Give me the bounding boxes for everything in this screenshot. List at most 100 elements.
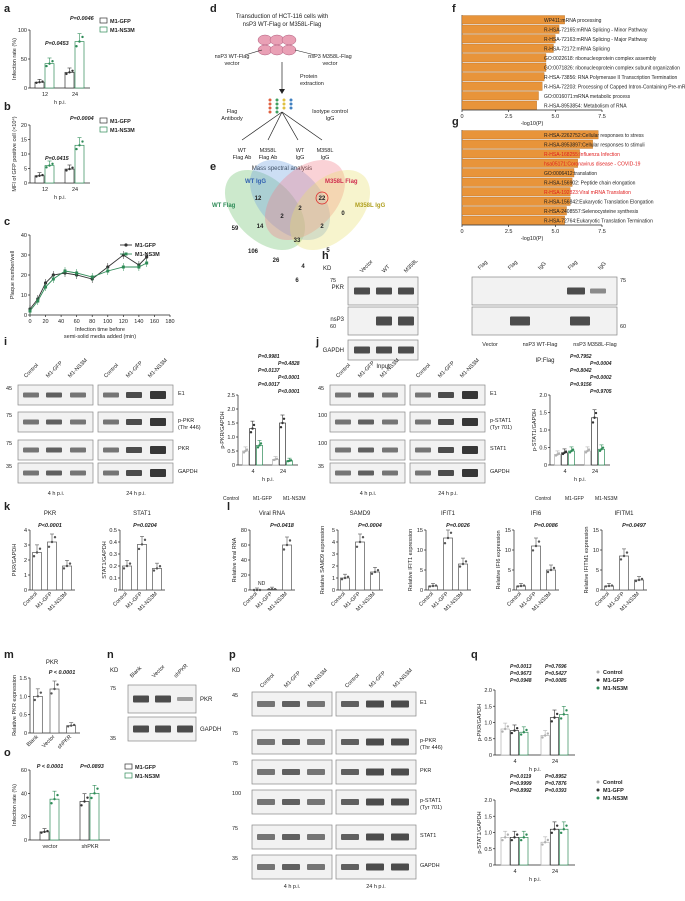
panel-l-3-dot	[534, 544, 538, 548]
panel-l-2-ylabel: Relative IFIT1 expression	[408, 529, 414, 591]
panel-letter-g: g	[452, 116, 459, 128]
panel-b-dot	[38, 174, 41, 177]
panel-j-blot-2-4h-band	[335, 447, 351, 453]
panel-l-title: IFIT1	[441, 511, 456, 517]
panel-m-ytick-label: 0	[24, 731, 27, 737]
panel-p-blot-0-4h-band	[307, 701, 325, 707]
panel-i-chart-ytick-label: 0.5	[227, 449, 235, 455]
panel-i-legend: Control	[223, 496, 239, 502]
panel-j-blot-2-24h-band	[438, 447, 454, 453]
panel-k-stat1-ytick-label: 0.2	[109, 564, 117, 570]
panel-d-vector-wt-2: vector	[225, 61, 240, 67]
panel-f-category-label: WP411:mRNA processing	[544, 18, 602, 24]
panel-j-legend: M1-GFP	[565, 496, 585, 502]
panel-i-pvalue: P<0.0001	[278, 375, 300, 381]
panel-p-blot-3-24h-band	[391, 798, 409, 806]
panel-k-stat1-dot	[158, 565, 162, 568]
panel-d-protein-dot	[268, 110, 272, 114]
panel-j-mw: 35	[318, 464, 324, 470]
panel-p-lane: M1-GFP	[283, 670, 302, 689]
panel-k-pkr-bar-PKR	[47, 541, 57, 591]
panel-i-blot-1-4h-band	[70, 419, 86, 425]
panel-letter-o: o	[4, 747, 11, 759]
panel-o-bar-M1-NS3M	[49, 798, 60, 841]
panel-h-kd: KD	[323, 266, 332, 272]
panel-q-bottom-ytick-label: 0.5	[484, 847, 492, 853]
panel-b-pvalue-1: P=0.0004	[70, 116, 94, 122]
panel-p-blot-0-24h-band	[341, 701, 359, 707]
panel-p-lane: M1-NS3M	[307, 667, 329, 689]
panel-q-top-dot	[506, 725, 510, 728]
panel-i-chart-dot	[275, 457, 279, 461]
panel-l-nd: ND	[258, 581, 266, 587]
panel-d-arrow	[294, 49, 316, 56]
panel-g-category-label: R-HSA-2262752:Cellular responses to stre…	[544, 133, 644, 139]
panel-b-ytick-label: 0	[24, 181, 27, 187]
panel-p-row-label: GAPDH	[420, 863, 440, 869]
panel-p-blot-2-24h-band	[341, 769, 359, 775]
panel-i-chart-ytick-label: 0	[232, 463, 235, 469]
panel-letter-q: q	[471, 649, 478, 661]
panel-n-lane: shPKR	[173, 663, 189, 679]
panel-f-xtick-label: 7.5	[598, 114, 606, 120]
panel-q-top-legend-dot	[596, 670, 600, 674]
panel-l-2-bar-IFIT1	[443, 537, 453, 591]
panel-o-legend-ns3m: M1-NS3M	[135, 774, 160, 780]
panel-i-mw: 45	[6, 386, 12, 392]
panel-h-row-nsp3: nsP3	[330, 317, 344, 323]
panel-l-4-ytick-label: 10	[593, 548, 599, 554]
panel-g-xlabel: -log10(P)	[521, 236, 544, 242]
panel-j-chart-ytick-label: 0	[544, 463, 547, 469]
panel-n-kd: KD	[110, 668, 119, 674]
panel-k-stat1-dot	[152, 569, 156, 572]
panel-q-bottom-dot	[513, 836, 516, 839]
panel-q-bottom-pvalue: P=0.0393	[545, 788, 567, 794]
panel-l-0-bar-Viral-RNA	[282, 544, 292, 591]
panel-i-blot-2-24h-band	[150, 446, 166, 454]
panel-j-blot-3-24h-band	[438, 470, 454, 476]
panel-m-dot	[53, 687, 56, 691]
panel-j-blot-0-24h-band	[438, 392, 454, 398]
panel-j-blot-3-24h-band	[415, 470, 431, 476]
panel-l-2-dot	[431, 584, 435, 588]
panel-a-legend-swatch-ns3m	[99, 26, 108, 33]
panel-q-bottom-bar-M1-NS3M	[559, 828, 569, 866]
panel-a-xtick-label: 24	[72, 92, 78, 98]
panel-i-blot-3-4h-band	[23, 470, 39, 476]
panel-k-pkr-dot	[32, 555, 36, 558]
panel-h-group-m358l: nsP3 M358L-Flag	[573, 342, 616, 348]
panel-q-top-dot	[515, 726, 519, 730]
panel-p-mw: 75	[232, 761, 238, 767]
panel-i-pvalue: P=0.0137	[258, 368, 280, 374]
panel-a-bar-M1-NS3M	[44, 63, 55, 89]
panel-n-blot-pkr-band	[133, 695, 149, 703]
panel-q-bottom-xtick-label: 24	[552, 869, 558, 875]
panel-j-lane-label: Control	[335, 363, 352, 380]
panel-q-top-dot	[510, 731, 514, 735]
panel-k-stat1-bar-STAT1	[122, 565, 132, 591]
panel-b-pvalue-0: P=0.0415	[45, 156, 70, 162]
panel-m-dot	[69, 724, 73, 727]
panel-l-3-dot	[537, 540, 541, 543]
panel-f-category-label: R-HSA-72172:mRNA Splicing	[544, 47, 610, 53]
panel-m-dot	[56, 683, 59, 686]
panel-i-blot-2-4h-band	[46, 447, 62, 453]
panel-p-blot-3-4h-band	[307, 799, 325, 805]
panel-p-blot-3-4h-band	[282, 799, 300, 805]
panel-i-blot-3-24h-band	[103, 470, 119, 476]
panel-i-row-label: E1	[178, 391, 185, 397]
panel-j-lane-label: M1-GFP	[437, 360, 456, 379]
panel-l-0-dot	[285, 543, 289, 547]
panel-n-blot-gapdh-band	[133, 725, 149, 733]
panel-q-bottom-dot	[503, 836, 507, 839]
panel-e-count: 0	[341, 211, 345, 217]
panel-q-bottom-pvalue: P=0.9999	[510, 781, 532, 787]
panel-q-bottom-dot	[546, 838, 550, 842]
panel-letter-k: k	[4, 501, 11, 513]
panel-p-row-label: p-PKR	[420, 738, 436, 744]
panel-q-bottom-ytick-label: 1.0	[484, 831, 492, 837]
panel-c-xtick-label: 100	[103, 319, 112, 325]
panel-d-vector-m358l-2: vector	[323, 61, 338, 67]
panel-g-category-label: R-HSA-156842:Eukaryotic Translation Elon…	[544, 200, 654, 206]
